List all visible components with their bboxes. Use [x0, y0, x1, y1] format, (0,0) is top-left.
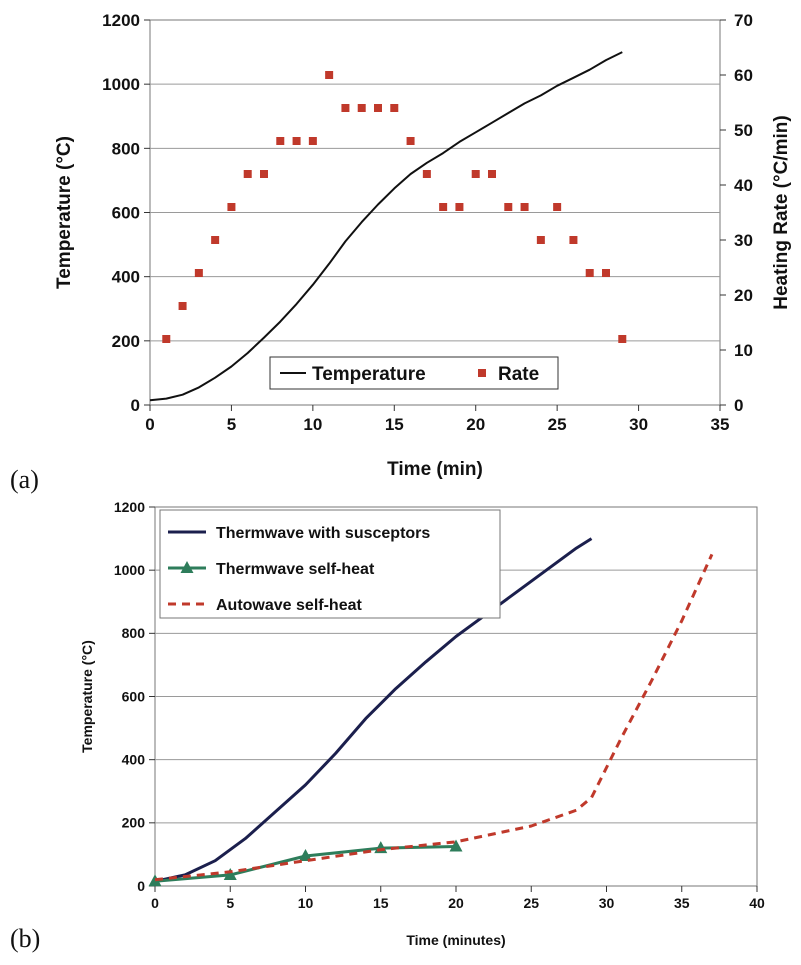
rate-marker [178, 302, 187, 310]
y-tick-label: 0 [137, 878, 145, 894]
rate-marker [308, 137, 317, 145]
x-tick-label: 0 [145, 415, 154, 434]
rate-marker [227, 203, 236, 211]
series-line-0 [149, 51, 623, 402]
legend-label-2: Autowave self-heat [216, 597, 362, 614]
x-tick-label: 20 [448, 895, 464, 911]
rate-marker [390, 104, 399, 112]
x-tick-label: 35 [711, 415, 730, 434]
rate-marker [260, 170, 268, 178]
rate-marker [325, 71, 334, 79]
legend-swatch-rate [478, 369, 486, 377]
legend-label-0: Thermwave with susceptors [216, 525, 430, 542]
legend-label-temperature: Temperature [312, 364, 426, 385]
y-tick-label: 200 [122, 815, 146, 831]
y2-tick-label: 70 [734, 11, 753, 30]
x-tick-label: 30 [599, 895, 615, 911]
x-tick-label: 25 [523, 895, 539, 911]
y-tick-label: 1000 [114, 562, 145, 578]
y-tick-label: 0 [131, 396, 140, 415]
legend-marker [180, 561, 194, 573]
y-tick-label: 400 [112, 268, 140, 287]
y-axis-label: Temperature (°C) [79, 640, 95, 753]
rate-marker [406, 137, 415, 145]
rate-marker [422, 170, 431, 178]
x-tick-label: 0 [151, 895, 159, 911]
x-tick-label: 15 [373, 895, 389, 911]
rate-marker [569, 236, 578, 244]
x-tick-label: 25 [548, 415, 567, 434]
y2-axis-label: Heating Rate (°C/min) [771, 115, 792, 309]
y2-tick-label: 10 [734, 341, 753, 360]
legend-label-rate: Rate [498, 364, 539, 385]
y-tick-label: 800 [122, 625, 146, 641]
rate-marker [618, 335, 627, 343]
triangle-marker [449, 839, 463, 852]
legend: Temperature Rate [269, 356, 559, 390]
rate-marker [504, 203, 513, 211]
rate-marker [520, 203, 529, 211]
x-tick-label: 5 [226, 895, 234, 911]
panel-label: (a) [10, 465, 39, 494]
y-tick-label: 800 [112, 139, 140, 158]
rate-marker [439, 203, 448, 211]
triangle-marker [223, 867, 237, 880]
x-tick-label: 30 [629, 415, 648, 434]
rate-marker [471, 170, 480, 178]
y-tick-label: 1200 [114, 499, 145, 515]
x-axis-label: Time (minutes) [406, 932, 505, 948]
rate-marker [357, 104, 366, 112]
rate-marker [276, 137, 285, 145]
rate-marker [553, 203, 562, 211]
rate-marker [292, 137, 301, 145]
x-tick-label: 5 [227, 415, 236, 434]
triangle-marker [299, 848, 312, 861]
legend-box [159, 509, 501, 619]
y-tick-label: 1000 [102, 75, 140, 94]
y-tick-label: 1200 [102, 11, 140, 30]
rate-marker [585, 269, 594, 277]
y2-tick-label: 50 [734, 121, 753, 140]
y2-tick-label: 40 [734, 176, 753, 195]
series-line-2 [154, 553, 714, 882]
rate-marker [374, 104, 382, 112]
y2-tick-label: 30 [734, 231, 753, 250]
rate-marker [341, 104, 350, 112]
y-tick-label: 200 [112, 332, 140, 351]
x-tick-label: 10 [303, 415, 322, 434]
y2-tick-label: 60 [734, 66, 753, 85]
rate-marker [211, 236, 220, 244]
legend: Thermwave with susceptors Thermwave self-… [159, 509, 501, 619]
y2-tick-label: 20 [734, 286, 753, 305]
x-tick-label: 20 [466, 415, 485, 434]
y-tick-label: 400 [122, 752, 146, 768]
series-line-0 [154, 537, 593, 883]
x-tick-label: 40 [749, 895, 765, 911]
legend-label-1: Thermwave self-heat [216, 561, 375, 578]
y-tick-label: 600 [112, 203, 140, 222]
rate-marker [536, 236, 545, 244]
y-axis-label: Temperature (°C) [54, 136, 75, 289]
legend-box [269, 356, 559, 390]
panel-label: (b) [10, 924, 40, 953]
rate-marker [194, 269, 203, 277]
rate-marker [488, 170, 496, 178]
x-tick-label: 15 [385, 415, 404, 434]
chart-1: 0 200 400 600 800 1000 1200 0 5 10 15 20 25 30 35 40 Tim… [10, 499, 765, 953]
rate-marker [602, 269, 610, 277]
y2-tick-label: 0 [734, 396, 743, 415]
x-axis-label: Time (min) [387, 459, 483, 480]
rate-marker [162, 335, 171, 343]
rate-marker [243, 170, 252, 178]
y-tick-label: 600 [122, 688, 146, 704]
rate-marker [455, 203, 464, 211]
x-tick-label: 10 [298, 895, 314, 911]
x-tick-label: 35 [674, 895, 690, 911]
triangle-marker [148, 874, 162, 887]
